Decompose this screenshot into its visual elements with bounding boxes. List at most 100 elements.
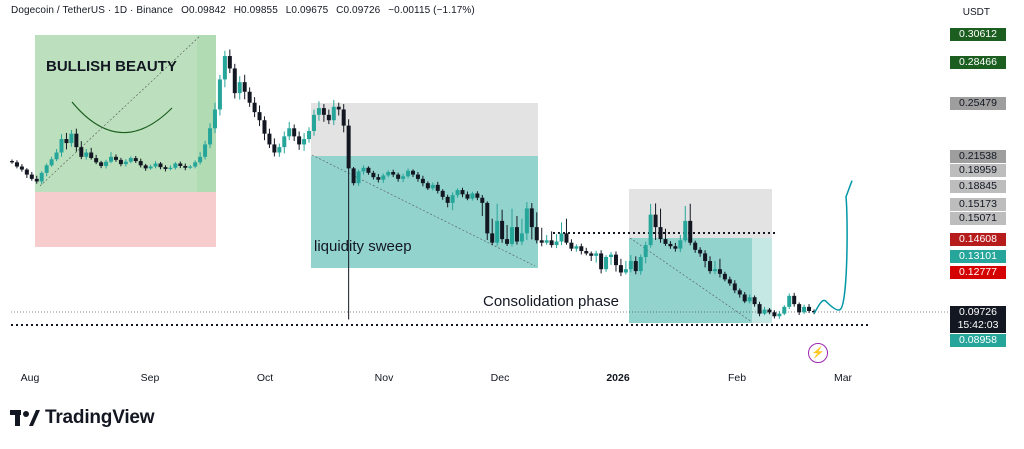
candle-body (569, 242, 574, 249)
candle-body (346, 125, 351, 169)
annotation-liquidity: liquidity sweep (314, 238, 412, 255)
candle-body (609, 254, 614, 257)
candle-body (584, 251, 589, 254)
price-label: 0.14608 (950, 233, 1006, 246)
annotation-consolidation: Consolidation phase (483, 293, 619, 310)
candle-body (440, 190, 445, 197)
candle-body (386, 172, 391, 176)
candle-body (688, 220, 693, 243)
candle-body (564, 233, 569, 243)
candle-body (415, 174, 420, 179)
candle-body (663, 239, 668, 244)
candle-body (772, 312, 777, 317)
candle-body (747, 297, 752, 302)
candle-body (99, 162, 104, 166)
zone-target-2-right (752, 238, 772, 323)
symbol-title[interactable]: Dogecoin / TetherUS · 1D · Binance (11, 5, 174, 16)
candle-body (153, 163, 158, 167)
candle-body (109, 156, 114, 162)
candle-body (450, 195, 455, 203)
currency-label[interactable]: USDT (962, 7, 990, 18)
candle-body (762, 309, 767, 314)
candle-body (10, 161, 14, 163)
candle-body (128, 158, 133, 162)
candle-body (643, 245, 648, 257)
trend-line-bullish (39, 35, 201, 187)
candle-body (173, 163, 178, 168)
candle-body (802, 306, 807, 313)
candle-body (188, 166, 193, 168)
candle-body (500, 220, 505, 240)
candle-body (777, 313, 782, 317)
candle-body (14, 162, 19, 167)
candle-body (396, 174, 401, 179)
candle-body (262, 120, 267, 134)
forecast-path[interactable] (813, 180, 853, 314)
price-label: 0.21538 (950, 150, 1006, 163)
candle-body (311, 114, 316, 131)
candle-body (133, 158, 138, 162)
price-label: 0.08958 (950, 334, 1006, 347)
candle-body (480, 197, 485, 203)
price-label: 0.30612 (950, 28, 1006, 41)
candle-body (435, 184, 440, 191)
price-label: 0.15173 (950, 198, 1006, 211)
current-price-label: 0.09726 15:42:03 (950, 306, 1006, 333)
trend-line-consolidation (629, 237, 753, 323)
candle-body (519, 233, 524, 242)
tradingview-logo[interactable]: TradingView (10, 407, 155, 429)
candle-body (123, 161, 128, 165)
candle-body (727, 279, 732, 284)
candle-body (717, 269, 722, 274)
candle-body (673, 246, 678, 249)
candle-body (732, 283, 737, 291)
candle-body (455, 190, 460, 196)
candle-body (653, 214, 658, 228)
candle-body (633, 261, 638, 272)
candle-body (703, 253, 708, 262)
price-label: 0.12777 (950, 266, 1006, 279)
candle-body (544, 240, 549, 243)
candle-body (208, 128, 213, 145)
price-label: 0.18845 (950, 180, 1006, 193)
chart-header: Dogecoin / TetherUS · 1D · Binance O0.09… (11, 5, 480, 16)
candle-body (54, 152, 59, 160)
candle-body (693, 242, 698, 250)
candle-body (376, 177, 381, 180)
candle-body (534, 227, 539, 241)
close-value: C0.09726 (336, 5, 381, 16)
candle-body (212, 109, 217, 129)
candle-body (638, 257, 643, 272)
candle-body (272, 144, 277, 153)
candle-body (613, 254, 618, 266)
candle-body (178, 163, 183, 166)
zone-grey-2 (629, 189, 772, 238)
candle-body (514, 227, 519, 242)
candle-body (351, 168, 356, 184)
cup-curve (71, 101, 173, 134)
change-value: −0.00115 (−1.17%) (388, 5, 475, 16)
candle-body (148, 166, 153, 169)
candle-body (44, 165, 49, 173)
x-tick-dec: Dec (490, 372, 510, 384)
price-label: 0.13101 (950, 250, 1006, 263)
candle-body (604, 257, 609, 270)
candle-body (668, 243, 673, 247)
candle-body (698, 249, 703, 254)
candle-body (361, 167, 366, 172)
candle-body (529, 208, 534, 228)
candle-body (742, 294, 747, 302)
candle-body (599, 253, 604, 270)
price-label: 0.18959 (950, 164, 1006, 177)
low-value: L0.09675 (285, 5, 329, 16)
candle-body (371, 172, 376, 178)
lightning-icon[interactable]: ⚡ (808, 343, 828, 363)
candle-body (94, 158, 99, 163)
candle-body (401, 176, 406, 179)
candle-body (425, 183, 430, 189)
x-tick-nov: Nov (374, 372, 394, 384)
candle-body (307, 130, 312, 140)
open-value: O0.09842 (181, 5, 226, 16)
candle-body (341, 109, 346, 126)
